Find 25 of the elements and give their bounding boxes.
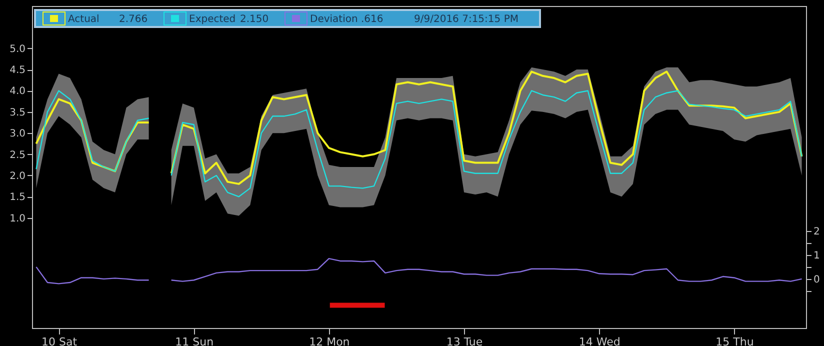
y2-tick-label: 0 <box>814 274 820 286</box>
y2-tick-label: 1 <box>814 250 820 262</box>
y-tick-label: 2.0 <box>10 170 26 182</box>
y-tick-label: 1.5 <box>10 192 26 204</box>
y-tick-label: 2.5 <box>10 150 26 161</box>
y-tick-label: 5.0 <box>10 44 26 55</box>
annotation: 2.766 <box>119 14 148 25</box>
annotation: 9/9/2016 7:15:15 PM <box>414 14 518 25</box>
legend-label: Deviation <box>310 14 358 25</box>
x-tick-label: 12 Mon <box>309 336 350 346</box>
y-tick-label: 3.0 <box>10 128 26 140</box>
legend-label: Actual <box>68 14 100 25</box>
annotation: .616 <box>361 14 384 25</box>
y-tick-label: 3.5 <box>10 107 26 118</box>
y2-tick-label: 2 <box>814 226 820 238</box>
x-tick-label: 11 Sun <box>175 336 214 346</box>
x-tick-label: 15 Thu <box>716 336 754 346</box>
y-tick-label: 4.0 <box>10 86 26 98</box>
x-tick-label: 14 Wed <box>578 336 620 346</box>
legend-label: Expected <box>189 14 236 25</box>
y-tick-label: 1.0 <box>10 213 26 224</box>
y-tick-label: 4.5 <box>10 65 26 76</box>
x-tick-label: 13 Tue <box>446 336 483 346</box>
x-tick-label: 10 Sat <box>41 336 78 346</box>
annotation: 2.150 <box>240 14 269 25</box>
